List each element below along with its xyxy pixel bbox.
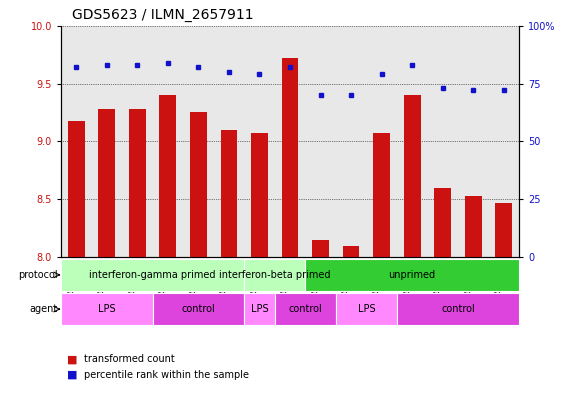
Bar [495,203,512,257]
Text: transformed count: transformed count [84,354,175,364]
Bar [244,293,275,325]
Text: ■: ■ [67,354,77,364]
Bar [99,109,115,257]
Bar [343,246,360,257]
Text: agent: agent [30,304,58,314]
Text: protocol: protocol [19,270,58,280]
Bar [190,112,206,257]
Text: LPS: LPS [357,304,375,314]
Bar [397,293,519,325]
Text: LPS: LPS [251,304,269,314]
Text: ■: ■ [67,370,77,380]
Text: interferon-beta primed: interferon-beta primed [219,270,331,280]
Bar [374,133,390,257]
Bar [336,293,397,325]
Bar [61,293,153,325]
Text: unprimed: unprimed [389,270,436,280]
Text: control: control [182,304,215,314]
Bar [153,293,244,325]
Bar [434,188,451,257]
Bar [465,196,481,257]
Bar [312,240,329,257]
Bar [129,109,146,257]
Text: control: control [441,304,475,314]
Bar [220,130,237,257]
Bar [61,259,244,291]
Text: percentile rank within the sample: percentile rank within the sample [84,370,249,380]
Bar [251,133,268,257]
Text: control: control [288,304,322,314]
Bar [282,58,298,257]
Text: interferon-gamma primed: interferon-gamma primed [89,270,216,280]
Bar [404,95,420,257]
Bar [305,259,519,291]
Text: GDS5623 / ILMN_2657911: GDS5623 / ILMN_2657911 [72,7,254,22]
Text: LPS: LPS [98,304,115,314]
Bar [160,95,176,257]
Bar [244,259,305,291]
Bar [275,293,336,325]
Bar [68,121,85,257]
